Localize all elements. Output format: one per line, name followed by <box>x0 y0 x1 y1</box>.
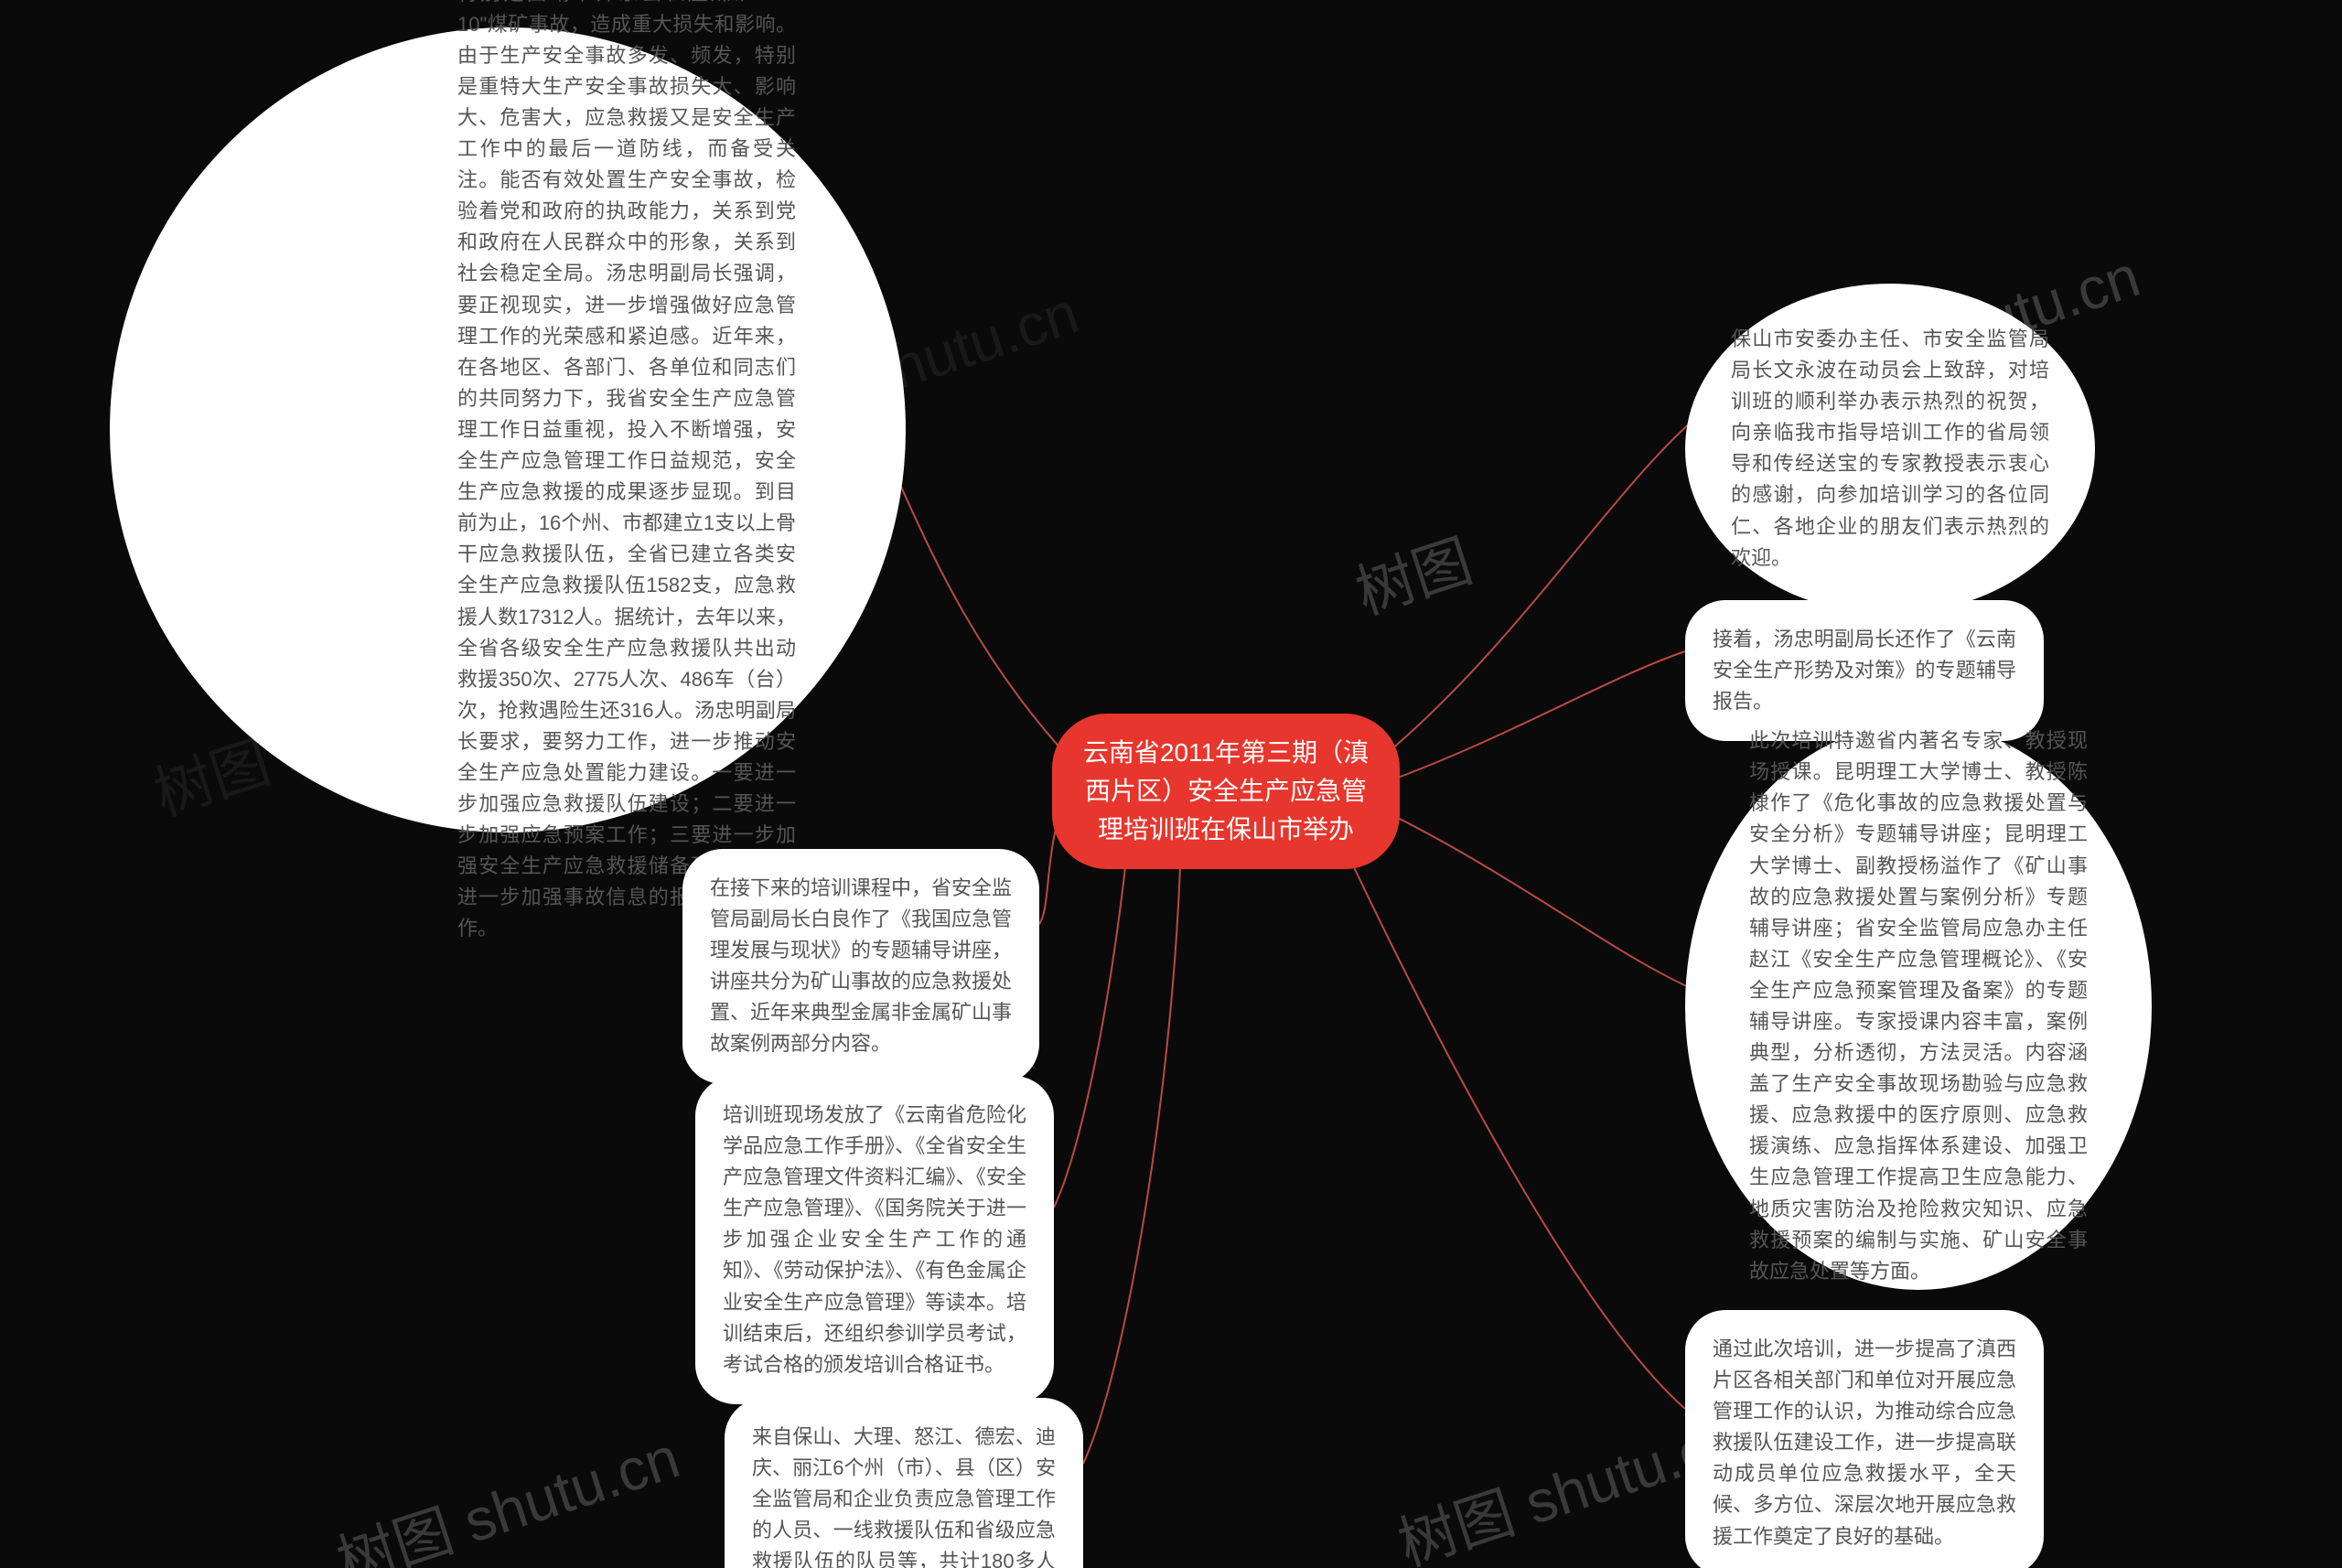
center-node[interactable]: 云南省2011年第三期（滇西片区）安全生产应急管理培训班在保山市举办 <box>1052 714 1400 869</box>
node-text: 来自保山、大理、怒江、德宏、迪庆、丽江6个州（市）、县（区）安全监管局和企业负责… <box>752 1425 1056 1568</box>
edge-r2 <box>1398 651 1685 778</box>
node-r1-welcome[interactable]: 保山市安委办主任、市安全监管局局长文永波在动员会上致辞，对培训班的顺利举办表示热… <box>1685 284 2095 614</box>
node-l3-materials[interactable]: 培训班现场发放了《云南省危险化学品应急工作手册》、《全省安全生产应急管理文件资料… <box>695 1076 1054 1404</box>
node-l4-attendees[interactable]: 来自保山、大理、怒江、德宏、迪庆、丽江6个州（市）、县（区）安全监管局和企业负责… <box>725 1398 1083 1568</box>
node-text: 通过此次培训，进一步提高了滇西片区各相关部门和单位对开展应急管理工作的认识，为推… <box>1713 1337 2016 1548</box>
edge-l1 <box>887 457 1070 759</box>
node-l1-speech[interactable]: 汤忠明副局长在动员讲话中指出，今年以来，云南省安全生产形势严峻，特别是曲靖市师宗… <box>110 27 906 832</box>
center-title: 云南省2011年第三期（滇西片区）安全生产应急管理培训班在保山市举办 <box>1080 734 1372 849</box>
node-r2-report[interactable]: 接着，汤忠明副局长还作了《云南安全生产形势及对策》的专题辅导报告。 <box>1685 600 2044 741</box>
edge-r4 <box>1354 867 1685 1409</box>
mindmap-canvas: 树图 shutu.cn shutu.cn 树图 shutu.cn 树图 shut… <box>0 0 2342 1568</box>
watermark: 树图 shutu.cn <box>325 1411 688 1568</box>
node-text: 保山市安委办主任、市安全监管局局长文永波在动员会上致辞，对培训班的顺利举办表示热… <box>1731 328 2049 569</box>
node-text: 此次培训特邀省内著名专家、教授现场授课。昆明理工大学博士、教授陈棣作了《危化事故… <box>1749 725 2088 1287</box>
edge-l4 <box>1083 867 1180 1464</box>
edge-l3 <box>1054 867 1125 1208</box>
node-r3-experts[interactable]: 此次培训特邀省内著名专家、教授现场授课。昆明理工大学博士、教授陈棣作了《危化事故… <box>1685 723 2152 1290</box>
watermark: 树图 <box>1344 514 1481 630</box>
edge-r1 <box>1391 421 1692 750</box>
node-l2-lecture[interactable]: 在接下来的培训课程中，省安全监管局副局长白良作了《我国应急管理发展与现状》的专题… <box>682 849 1039 1084</box>
node-text: 培训班现场发放了《云南省危险化学品应急工作手册》、《全省安全生产应急管理文件资料… <box>723 1103 1026 1376</box>
edge-r3 <box>1391 814 1691 988</box>
node-text: 汤忠明副局长在动员讲话中指出，今年以来，云南省安全生产形势严峻，特别是曲靖市师宗… <box>457 0 796 945</box>
node-text: 接着，汤忠明副局长还作了《云南安全生产形势及对策》的专题辅导报告。 <box>1713 628 2016 713</box>
node-r4-outcome[interactable]: 通过此次培训，进一步提高了滇西片区各相关部门和单位对开展应急管理工作的认识，为推… <box>1685 1310 2044 1568</box>
node-text: 在接下来的培训课程中，省安全监管局副局长白良作了《我国应急管理发展与现状》的专题… <box>710 876 1012 1055</box>
